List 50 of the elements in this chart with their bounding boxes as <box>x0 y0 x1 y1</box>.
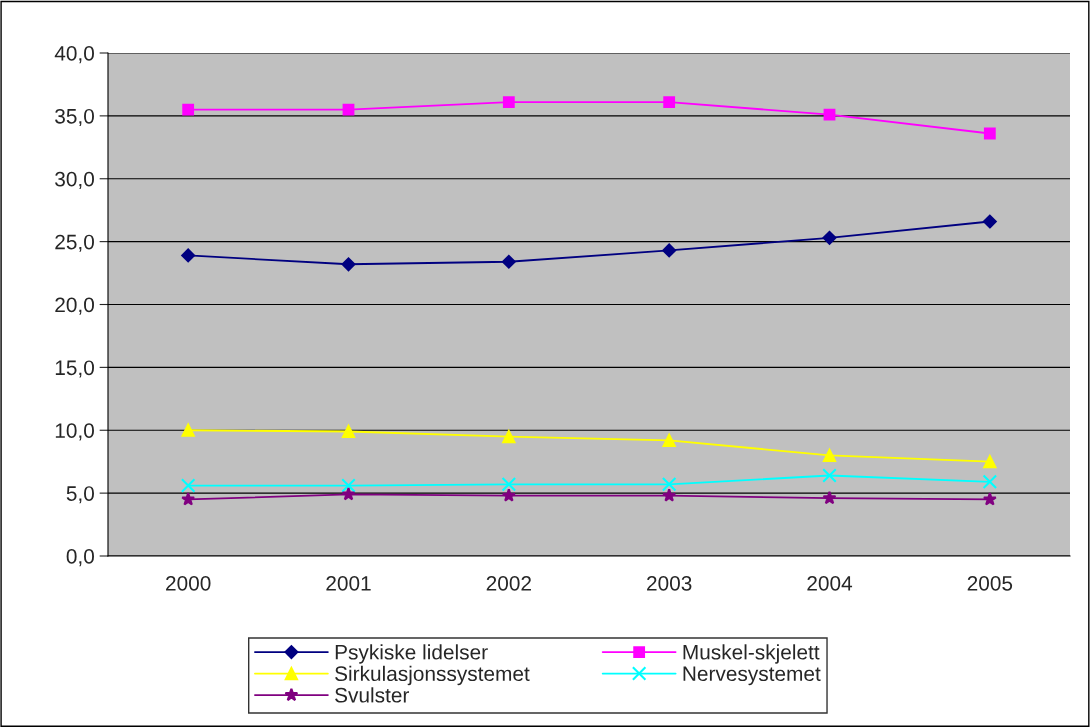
point <box>662 243 677 258</box>
x-tick-label: 2000 <box>166 575 211 591</box>
point <box>342 103 355 116</box>
y-tick-label: 40,0 <box>54 46 94 64</box>
point <box>822 448 837 462</box>
point <box>341 478 356 493</box>
y-tick-label: 10,0 <box>55 423 94 441</box>
point <box>983 127 996 140</box>
point <box>663 96 676 108</box>
point <box>982 474 998 490</box>
point <box>341 487 356 501</box>
x-tick-label: 2004 <box>807 575 853 591</box>
x-tick-label: 2001 <box>326 575 371 591</box>
point <box>822 490 837 505</box>
point <box>822 468 837 483</box>
point <box>182 103 195 116</box>
y-tick-label: 20,0 <box>55 297 94 315</box>
y-tick-label: 5,0 <box>66 486 94 504</box>
point <box>662 433 676 447</box>
legend-label: Nervesystemet <box>683 666 821 686</box>
point <box>180 478 196 493</box>
point <box>341 424 356 439</box>
point <box>181 492 196 506</box>
point <box>662 488 677 502</box>
point <box>181 248 196 263</box>
x-tick-label: 2005 <box>967 575 1013 591</box>
point <box>502 96 515 108</box>
y-tick-label: 35,0 <box>55 108 94 127</box>
point <box>822 230 837 245</box>
legend-label: Sirkulasjonssystemet <box>335 665 530 686</box>
point <box>181 423 195 437</box>
x-tick-label: 2002 <box>486 575 531 591</box>
point <box>661 477 677 492</box>
legend-label: Svulster <box>335 687 410 703</box>
point <box>502 429 516 444</box>
y-tick-label: 15,0 <box>55 360 94 378</box>
x-tick-label: 2003 <box>647 575 692 591</box>
point <box>501 477 517 492</box>
point <box>982 492 997 506</box>
y-tick-label: 30,0 <box>55 171 94 189</box>
point <box>983 455 997 469</box>
legend-label: Muskel-skjelett <box>683 644 820 664</box>
point <box>823 108 836 121</box>
point <box>982 214 997 229</box>
y-tick-label: 25,0 <box>55 234 94 252</box>
y-tick-label: 0,0 <box>66 549 94 567</box>
legend-label: Psykiske lidelser <box>335 644 488 664</box>
point <box>341 257 356 272</box>
point <box>501 488 516 502</box>
point <box>501 254 516 269</box>
